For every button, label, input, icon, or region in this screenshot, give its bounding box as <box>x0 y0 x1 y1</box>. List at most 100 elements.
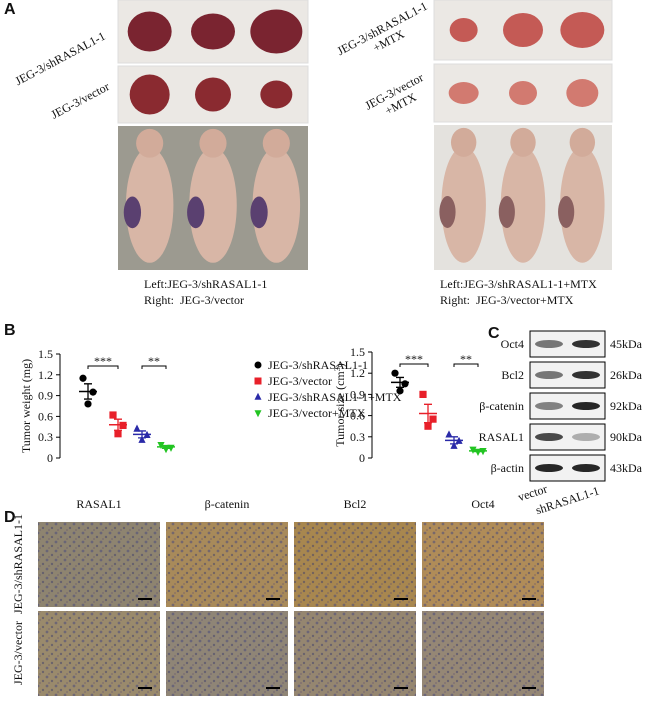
tumor <box>129 74 170 115</box>
size-label: 26kDa <box>610 368 643 382</box>
significance: *** <box>94 354 112 368</box>
tumor <box>449 18 478 42</box>
marker <box>396 387 404 395</box>
band <box>572 433 600 441</box>
label-text: Tumor size (cm <box>333 371 347 447</box>
cell-texture <box>422 611 544 696</box>
row-label: JEG-3/vector <box>11 621 25 685</box>
y-tick-label: 0.3 <box>350 430 365 444</box>
y-tick-label: 1.2 <box>350 366 365 380</box>
cell-texture <box>294 611 416 696</box>
mouse-head <box>569 127 596 157</box>
column-label: RASAL1 <box>76 497 121 511</box>
marker <box>254 392 262 400</box>
marker <box>401 380 409 388</box>
caption: Left:JEG-3/shRASAL1-1+MTX <box>440 277 597 291</box>
cell-texture <box>38 522 160 607</box>
protein-label: Bcl2 <box>501 368 524 382</box>
panel-label: C <box>488 325 500 342</box>
tumor <box>498 196 515 228</box>
tumor <box>566 79 599 107</box>
marker <box>133 424 141 432</box>
mouse <box>252 147 301 263</box>
y-tick-label: 0 <box>359 451 365 465</box>
mouse-head <box>510 127 536 157</box>
marker <box>114 430 122 438</box>
marker <box>138 435 146 443</box>
y-tick-label: 0.3 <box>38 430 53 444</box>
tumor <box>560 12 605 48</box>
bracket <box>453 363 479 367</box>
marker <box>84 400 92 408</box>
row-label: JEG-3/vector <box>49 79 112 121</box>
error-bar <box>474 449 482 453</box>
row-label: JEG-3/shRASAL1-1 <box>13 29 108 88</box>
panel-label: A <box>4 1 16 18</box>
label-superscript: 3 <box>333 367 342 371</box>
significance: ** <box>460 352 472 366</box>
marker <box>450 441 458 449</box>
mouse-head <box>136 128 164 158</box>
band <box>572 340 600 348</box>
tumor <box>127 11 172 52</box>
marker <box>419 390 427 398</box>
marker <box>79 374 87 382</box>
mouse-head <box>199 128 227 158</box>
y-tick-label: 1.5 <box>38 347 53 361</box>
marker <box>254 361 262 369</box>
band <box>535 464 563 472</box>
marker <box>391 369 399 377</box>
y-axis-label: Tumor size (cm3) <box>333 363 347 447</box>
protein-label: β-actin <box>491 461 524 475</box>
panel-label: D <box>4 509 16 526</box>
caption: Right: JEG-3/vector+MTX <box>440 293 574 307</box>
mouse <box>125 147 174 263</box>
y-tick-label: 1.2 <box>38 368 53 382</box>
tumor <box>191 13 235 50</box>
column-label: β-catenin <box>205 497 250 511</box>
legend-entry: JEG-3/vector <box>268 374 332 388</box>
content: AJEG-3/shRASAL1-1JEG-3/vectorJEG-3/shRAS… <box>4 0 643 696</box>
mouse <box>560 146 605 263</box>
error-bar <box>84 383 92 400</box>
row-label: JEG-3/shRASAL1-1 <box>11 514 25 614</box>
caption: Left:JEG-3/shRASAL1-1 <box>144 277 267 291</box>
label-text: ) <box>333 363 347 367</box>
column-label: Bcl2 <box>344 497 367 511</box>
tumor <box>509 81 537 105</box>
tumor <box>187 196 205 229</box>
size-label: 90kDa <box>610 430 643 444</box>
legend-entry: JEG-3/shRASAL1-1 <box>268 358 368 372</box>
y-tick-label: 0.9 <box>350 387 365 401</box>
cell-texture <box>166 611 288 696</box>
cell-texture <box>422 522 544 607</box>
mouse <box>500 146 546 263</box>
marker <box>109 411 117 419</box>
tumor <box>448 82 479 104</box>
legend-entry: JEG-3/shRASAL1-1+MTX <box>268 390 402 404</box>
band <box>535 433 563 441</box>
bracket <box>87 365 119 369</box>
y-tick-label: 0.9 <box>38 389 53 403</box>
y-tick-label: 0.6 <box>38 409 53 423</box>
tumor <box>123 196 142 229</box>
tumor <box>250 196 268 229</box>
marker <box>254 377 262 385</box>
panel-label: B <box>4 322 16 339</box>
y-axis-label: Tumor weight (mg) <box>19 359 33 453</box>
band <box>535 371 563 379</box>
error-bar <box>396 376 404 388</box>
band <box>535 402 563 410</box>
tumor <box>250 9 303 54</box>
column-label: Oct4 <box>471 497 494 511</box>
error-bar <box>162 444 170 449</box>
size-label: 43kDa <box>610 461 643 475</box>
marker <box>424 422 432 430</box>
y-tick-label: 0.6 <box>350 409 365 423</box>
y-tick-label: 0 <box>47 451 53 465</box>
y-tick-label: 1.5 <box>350 345 365 359</box>
marker <box>254 410 262 418</box>
significance: ** <box>148 354 160 368</box>
mouse <box>189 147 237 263</box>
